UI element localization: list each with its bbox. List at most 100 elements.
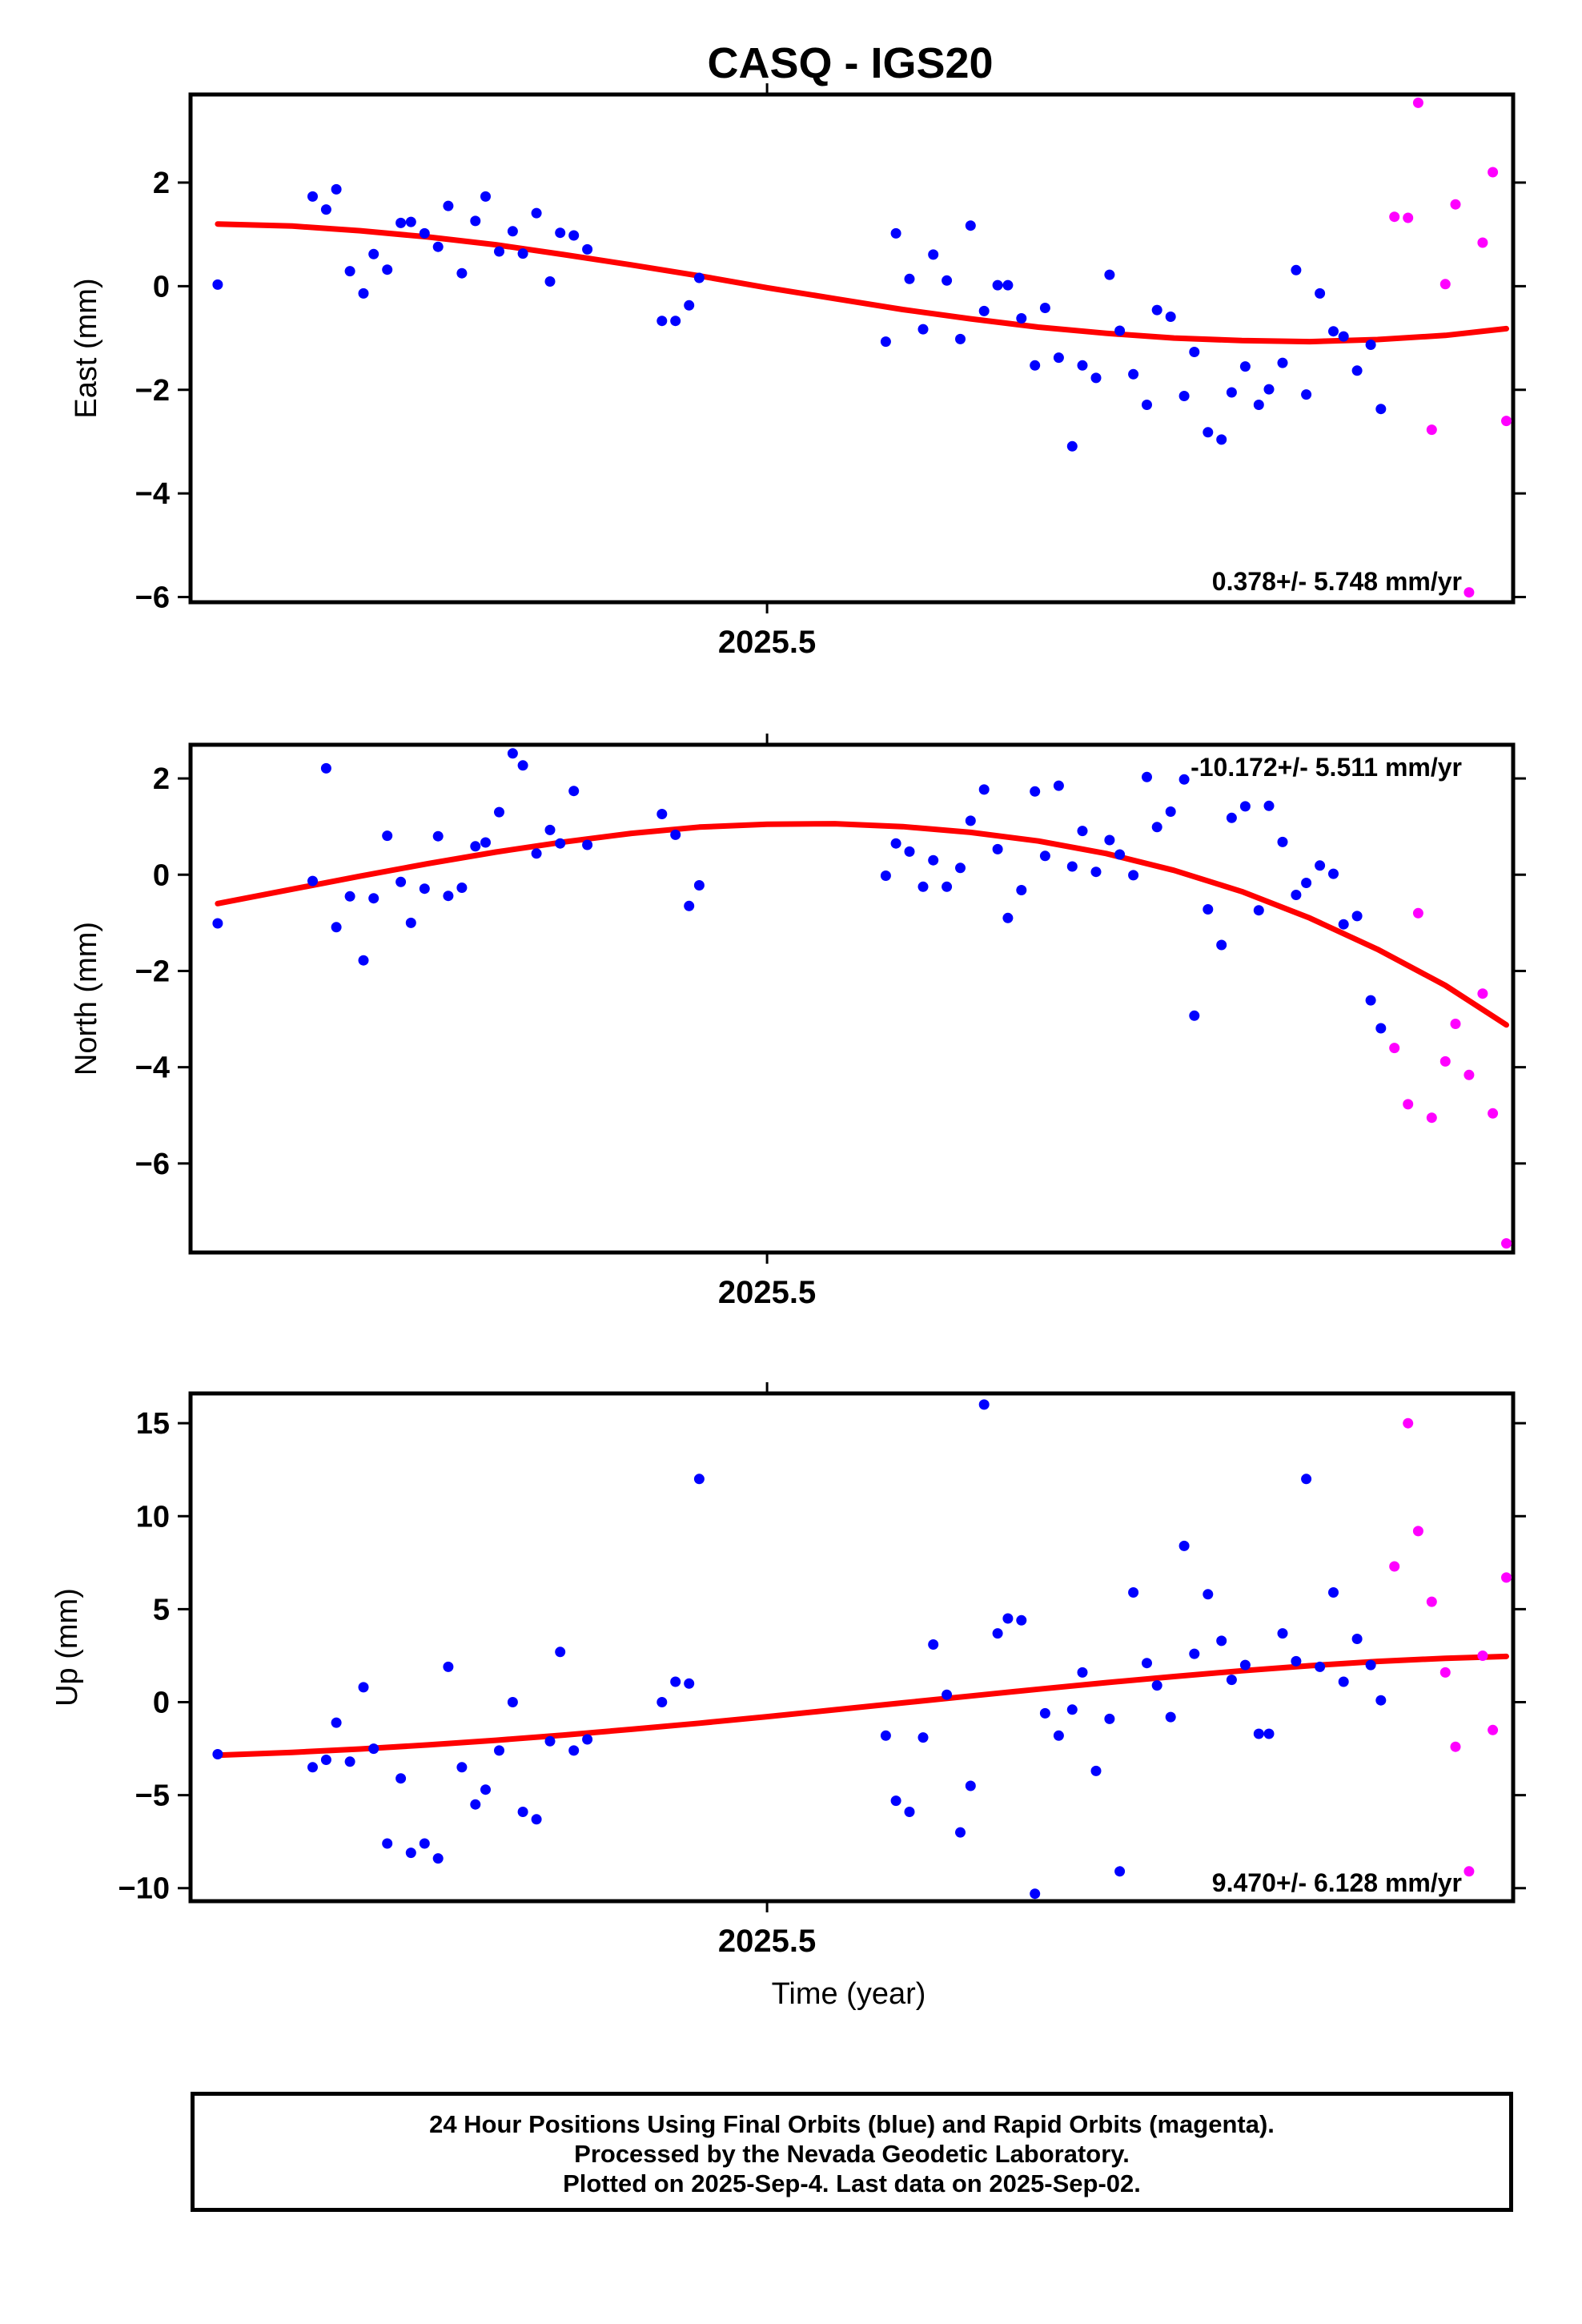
rapid-orbit-point (1426, 1112, 1437, 1124)
final-orbit-point (368, 893, 379, 904)
y-tick-label: −6 (135, 581, 170, 615)
rapid-orbit-point (1464, 587, 1475, 598)
final-orbit-point (928, 249, 939, 260)
rapid-orbit-point (1389, 1043, 1400, 1054)
y-tick-label: 10 (136, 1500, 170, 1534)
final-orbit-point (568, 786, 580, 797)
final-orbit-point (582, 1734, 593, 1745)
final-orbit-point (1165, 312, 1176, 322)
final-orbit-point (1239, 801, 1251, 812)
final-orbit-point (1128, 368, 1139, 380)
final-orbit-point (1053, 352, 1064, 364)
final-orbit-point (344, 891, 355, 902)
final-orbit-point (358, 1682, 369, 1693)
final-orbit-point (684, 1678, 695, 1689)
final-orbit-point (965, 815, 976, 826)
final-orbit-point (1128, 1587, 1139, 1598)
final-orbit-point (1351, 365, 1363, 376)
final-orbit-point (955, 1827, 966, 1838)
final-orbit-point (1066, 1704, 1078, 1715)
final-orbit-point (555, 227, 566, 239)
final-orbit-point (419, 883, 430, 895)
final-orbit-point (1090, 372, 1102, 384)
final-orbit-point (1301, 1474, 1312, 1485)
x-tick-label: 2025.5 (718, 1924, 816, 1959)
final-orbit-point (382, 264, 393, 275)
y-tick-label: 5 (153, 1593, 170, 1626)
plot-frame (188, 92, 1516, 605)
final-orbit-point (656, 809, 668, 819)
rapid-orbit-point (1439, 279, 1451, 290)
final-orbit-point (1016, 1614, 1027, 1626)
y-tick-label: 2 (153, 762, 170, 796)
final-orbit-point (480, 191, 491, 202)
final-orbit-point (1142, 771, 1152, 782)
final-orbit-point (1151, 304, 1162, 316)
final-orbit-point (1277, 357, 1288, 368)
final-orbit-point (1375, 1023, 1387, 1034)
final-orbit-point (382, 1838, 393, 1849)
final-orbit-point (396, 217, 407, 228)
final-orbit-point (670, 1676, 681, 1687)
final-orbit-point (1226, 387, 1237, 398)
final-orbit-point (1277, 836, 1288, 847)
plot-frame (188, 1391, 1516, 1904)
final-orbit-point (1338, 919, 1349, 930)
final-orbit-point (1315, 860, 1326, 871)
final-orbit-point (942, 881, 953, 892)
final-orbit-point (1002, 912, 1014, 923)
final-orbit-point (419, 227, 430, 239)
final-orbit-point (212, 918, 223, 929)
final-orbit-point (470, 1799, 481, 1810)
final-orbit-point (212, 279, 223, 290)
final-orbit-point (1066, 861, 1078, 872)
final-orbit-point (1189, 347, 1200, 357)
rapid-orbit-point (1412, 1526, 1423, 1537)
final-orbit-point (890, 1795, 901, 1807)
final-orbit-point (582, 839, 593, 850)
final-orbit-point (1178, 774, 1190, 785)
y-axis-label: North (mm) (70, 922, 103, 1076)
final-orbit-point (432, 830, 444, 842)
rapid-orbit-point (1403, 1099, 1414, 1110)
final-orbit-point (432, 241, 444, 252)
rapid-orbit-point (1488, 167, 1499, 178)
rate-label: 0.378+/- 5.748 mm/yr (1212, 567, 1462, 596)
y-tick-label: 0 (153, 270, 170, 304)
final-orbit-point (517, 760, 528, 771)
final-orbit-point (1263, 384, 1275, 395)
final-orbit-point (656, 316, 668, 327)
final-orbit-point (1142, 400, 1152, 410)
final-orbit-point (992, 279, 1003, 291)
final-orbit-point (1365, 340, 1376, 350)
rapid-orbit-point (1464, 1866, 1475, 1877)
final-orbit-point (358, 955, 369, 966)
y-tick-label: −6 (135, 1148, 170, 1181)
final-orbit-point (684, 300, 695, 311)
final-orbit-point (544, 276, 556, 287)
plot-frame (188, 742, 1516, 1255)
final-orbit-point (880, 1730, 891, 1741)
panel-east: 2 0 −2 −4 −6 2025.5 East (mm) 0.378+/- 5.748 mm… (70, 83, 1526, 660)
final-orbit-point (1338, 331, 1349, 342)
final-orbit-point (1301, 389, 1312, 400)
final-orbit-point (904, 273, 915, 284)
final-orbit-point (904, 1807, 915, 1817)
final-orbit-point (331, 922, 342, 933)
rapid-orbit-point (1403, 212, 1414, 223)
final-orbit-point (1263, 1728, 1275, 1739)
final-orbit-point (1291, 890, 1302, 900)
final-orbit-point (470, 841, 481, 852)
final-orbit-point (1203, 1589, 1214, 1600)
rapid-orbit-point (1501, 416, 1512, 427)
final-orbit-point (928, 854, 939, 866)
final-orbit-point (470, 215, 481, 227)
rapid-orbit-point (1403, 1417, 1414, 1429)
final-orbit-point (1104, 1713, 1115, 1724)
final-orbit-point (331, 183, 342, 195)
final-orbit-point (344, 266, 355, 277)
final-orbit-point (443, 891, 454, 902)
chart-title: CASQ - IGS20 (707, 39, 993, 87)
y-tick-label: −2 (135, 955, 170, 988)
final-orbit-point (942, 275, 953, 286)
